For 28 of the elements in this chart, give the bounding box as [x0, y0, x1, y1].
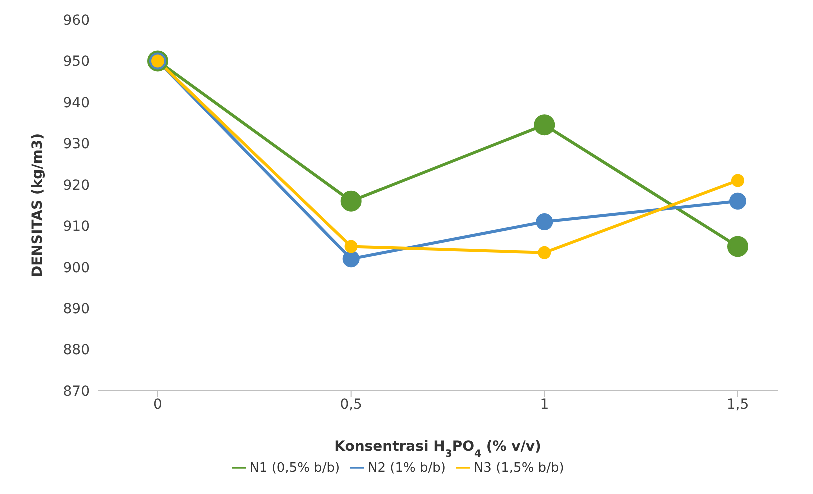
y-tick-label: 870 — [63, 384, 90, 400]
y-tick-label: 940 — [63, 95, 90, 112]
point — [732, 174, 744, 188]
x-tick-label: 0 — [154, 396, 162, 413]
y-tick-label: 880 — [63, 342, 90, 359]
y-tick-label: 900 — [63, 260, 90, 276]
y-axis-title: DENSITAS (kg/m3) — [30, 133, 46, 278]
y-tick-label: 930 — [63, 136, 90, 153]
point — [344, 240, 358, 254]
x-tick-label: 0,5 — [340, 396, 362, 413]
point — [538, 246, 552, 260]
y-tick-label: 920 — [63, 178, 90, 194]
y-tick-label: 910 — [63, 219, 90, 236]
y-tick-label: 950 — [63, 54, 90, 70]
point — [342, 250, 360, 268]
legend-label: N2 (1% b/b) — [368, 461, 446, 476]
y-tick-label: 890 — [63, 302, 90, 318]
legend-label: N1 (0,5% b/b) — [250, 461, 340, 476]
point — [728, 236, 748, 258]
point — [534, 114, 556, 136]
point — [536, 213, 554, 230]
y-tick-label: 960 — [63, 12, 90, 29]
point — [340, 190, 362, 212]
x-tick-label: 1,5 — [726, 396, 750, 413]
point — [730, 192, 746, 210]
x-tick-label: 1 — [540, 396, 550, 413]
legend-label: N3 (1,5% b/b) — [474, 461, 564, 476]
x-axis-title: Konsentrasi H$_{3}$PO$_{4}$ (% v/v) — [334, 439, 542, 460]
